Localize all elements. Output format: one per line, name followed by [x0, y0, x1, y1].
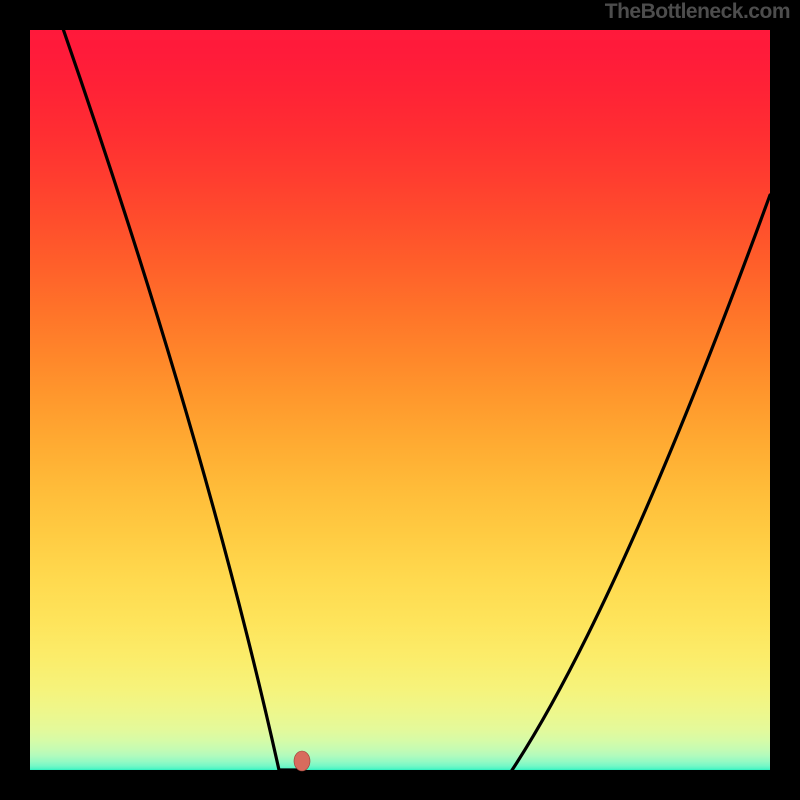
plot-area [30, 30, 770, 770]
bottleneck-chart [0, 0, 800, 800]
watermark-text: TheBottleneck.com [605, 0, 790, 24]
chart-container: TheBottleneck.com [0, 0, 800, 800]
optimal-point-marker [294, 751, 310, 771]
